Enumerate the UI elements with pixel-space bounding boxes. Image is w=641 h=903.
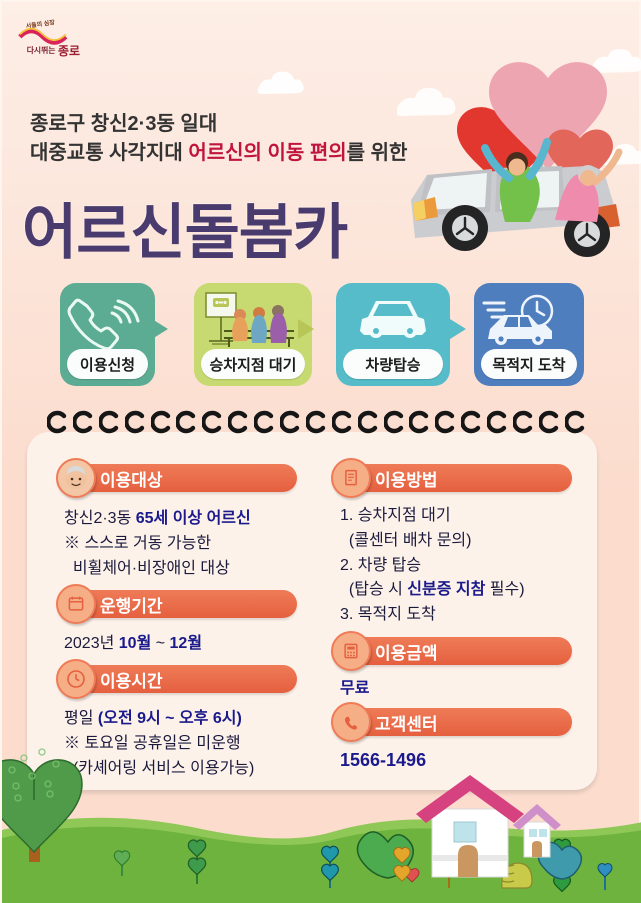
svg-text:종로: 종로: [58, 44, 80, 58]
svg-text:다시뛰는: 다시뛰는: [27, 45, 56, 55]
